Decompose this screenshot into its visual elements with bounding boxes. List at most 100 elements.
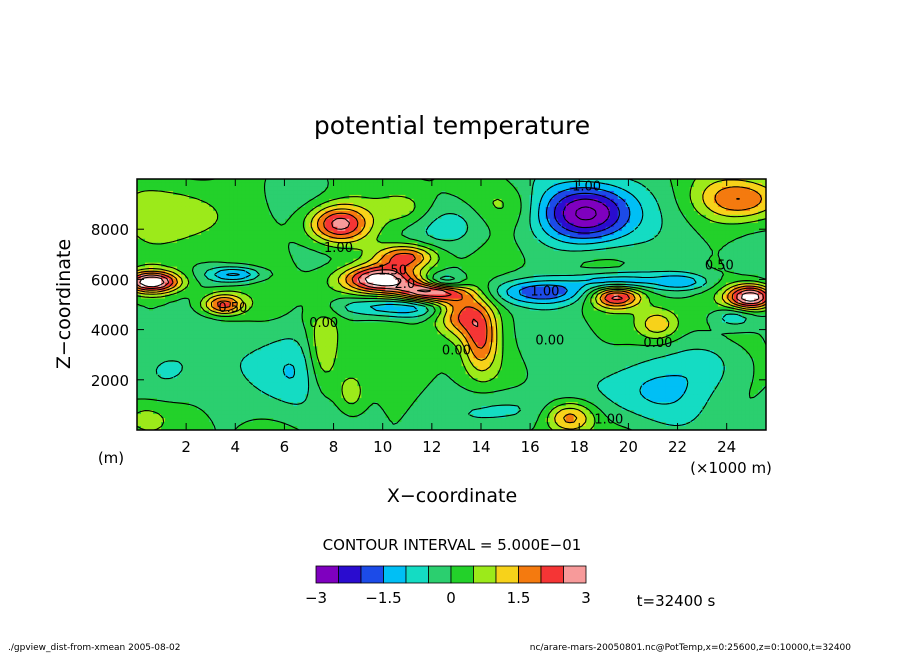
heatmap-cell — [273, 182, 278, 188]
heatmap-cell — [725, 242, 731, 248]
heatmap-cell — [421, 278, 427, 284]
heatmap-cell — [545, 206, 551, 212]
heatmap-cell — [333, 298, 338, 304]
heatmap-cell — [241, 206, 246, 212]
heatmap-cell — [397, 182, 403, 188]
heatmap-cell — [453, 262, 459, 268]
heatmap-cell — [157, 242, 162, 248]
heatmap-cell — [233, 186, 238, 192]
heatmap-cell — [325, 294, 330, 300]
heatmap-cell — [761, 250, 766, 256]
heatmap-cell — [533, 202, 539, 208]
heatmap-cell — [317, 266, 322, 272]
heatmap-cell — [357, 222, 362, 228]
heatmap-cell — [273, 210, 278, 216]
heatmap-cell — [281, 242, 286, 248]
heatmap-cell — [613, 238, 619, 244]
heatmap-cell — [581, 214, 587, 220]
heatmap-cell — [309, 198, 314, 204]
heatmap-cell — [305, 294, 310, 300]
heatmap-cell — [585, 198, 591, 204]
heatmap-cell — [569, 270, 575, 276]
heatmap-cell — [261, 182, 266, 188]
heatmap-cell — [701, 202, 707, 208]
heatmap-cell — [337, 290, 342, 296]
heatmap-cell — [229, 198, 234, 204]
heatmap-cell — [749, 246, 755, 252]
heatmap-cell — [721, 238, 727, 244]
heatmap-cell — [529, 262, 535, 268]
heatmap-cell — [285, 266, 290, 272]
heatmap-cell — [389, 258, 395, 264]
heatmap-cell — [341, 179, 346, 184]
heatmap-cell — [301, 194, 306, 200]
heatmap-cell — [325, 298, 330, 304]
heatmap-cell — [341, 258, 346, 264]
heatmap-cell — [677, 282, 683, 288]
heatmap-cell — [369, 294, 374, 300]
heatmap-cell — [273, 250, 278, 256]
heatmap-cell — [649, 278, 655, 284]
heatmap-cell — [249, 270, 254, 276]
heatmap-cell — [477, 266, 483, 272]
heatmap-cell — [245, 302, 250, 308]
heatmap-cell — [393, 202, 399, 208]
heatmap-cell — [177, 238, 182, 244]
heatmap-cell — [393, 242, 399, 248]
heatmap-cell — [217, 214, 222, 220]
heatmap-cell — [405, 266, 411, 272]
heatmap-cell — [601, 179, 607, 184]
heatmap-cell — [205, 234, 210, 240]
heatmap-cell — [673, 258, 679, 264]
heatmap-cell — [661, 262, 667, 268]
heatmap-cell — [313, 234, 318, 240]
heatmap-cell — [637, 179, 643, 184]
heatmap-cell — [633, 202, 639, 208]
heatmap-cell — [377, 238, 382, 244]
heatmap-cell — [409, 262, 415, 268]
heatmap-cell — [317, 230, 322, 236]
heatmap-cell — [501, 238, 507, 244]
heatmap-cell — [497, 226, 503, 232]
heatmap-cell — [713, 190, 719, 196]
heatmap-cell — [273, 258, 278, 264]
heatmap-cell — [393, 206, 399, 212]
heatmap-cell — [493, 278, 499, 284]
heatmap-cell — [445, 202, 451, 208]
heatmap-cell — [249, 294, 254, 300]
heatmap-cell — [421, 194, 427, 200]
heatmap-cell — [249, 198, 254, 204]
heatmap-cell — [517, 254, 523, 260]
heatmap-cell — [549, 210, 555, 216]
heatmap-cell — [605, 222, 611, 228]
heatmap-cell — [749, 262, 755, 268]
heatmap-cell — [405, 210, 411, 216]
heatmap-cell — [237, 266, 242, 272]
heatmap-cell — [725, 190, 731, 196]
heatmap-cell — [593, 218, 599, 224]
heatmap-cell — [529, 179, 535, 184]
heatmap-cell — [461, 218, 467, 224]
heatmap-cell — [181, 250, 186, 256]
heatmap-cell — [709, 294, 715, 300]
heatmap-cell — [685, 179, 691, 184]
heatmap-cell — [345, 202, 350, 208]
heatmap-cell — [649, 186, 655, 192]
heatmap-cell — [737, 179, 743, 184]
heatmap-cell — [257, 179, 262, 184]
heatmap-cell — [469, 298, 475, 304]
heatmap-cell — [545, 258, 551, 264]
heatmap-cell — [649, 206, 655, 212]
heatmap-cell — [601, 206, 607, 212]
heatmap-cell — [701, 218, 707, 224]
heatmap-cell — [601, 274, 607, 280]
heatmap-cell — [657, 242, 663, 248]
heatmap-cell — [149, 302, 154, 308]
heatmap-cell — [413, 218, 419, 224]
heatmap-cell — [341, 302, 346, 308]
heatmap-cell — [625, 250, 631, 256]
heatmap-cell — [393, 294, 399, 300]
heatmap-cell — [161, 234, 166, 240]
heatmap-cell — [493, 202, 499, 208]
heatmap-cell — [329, 214, 334, 220]
